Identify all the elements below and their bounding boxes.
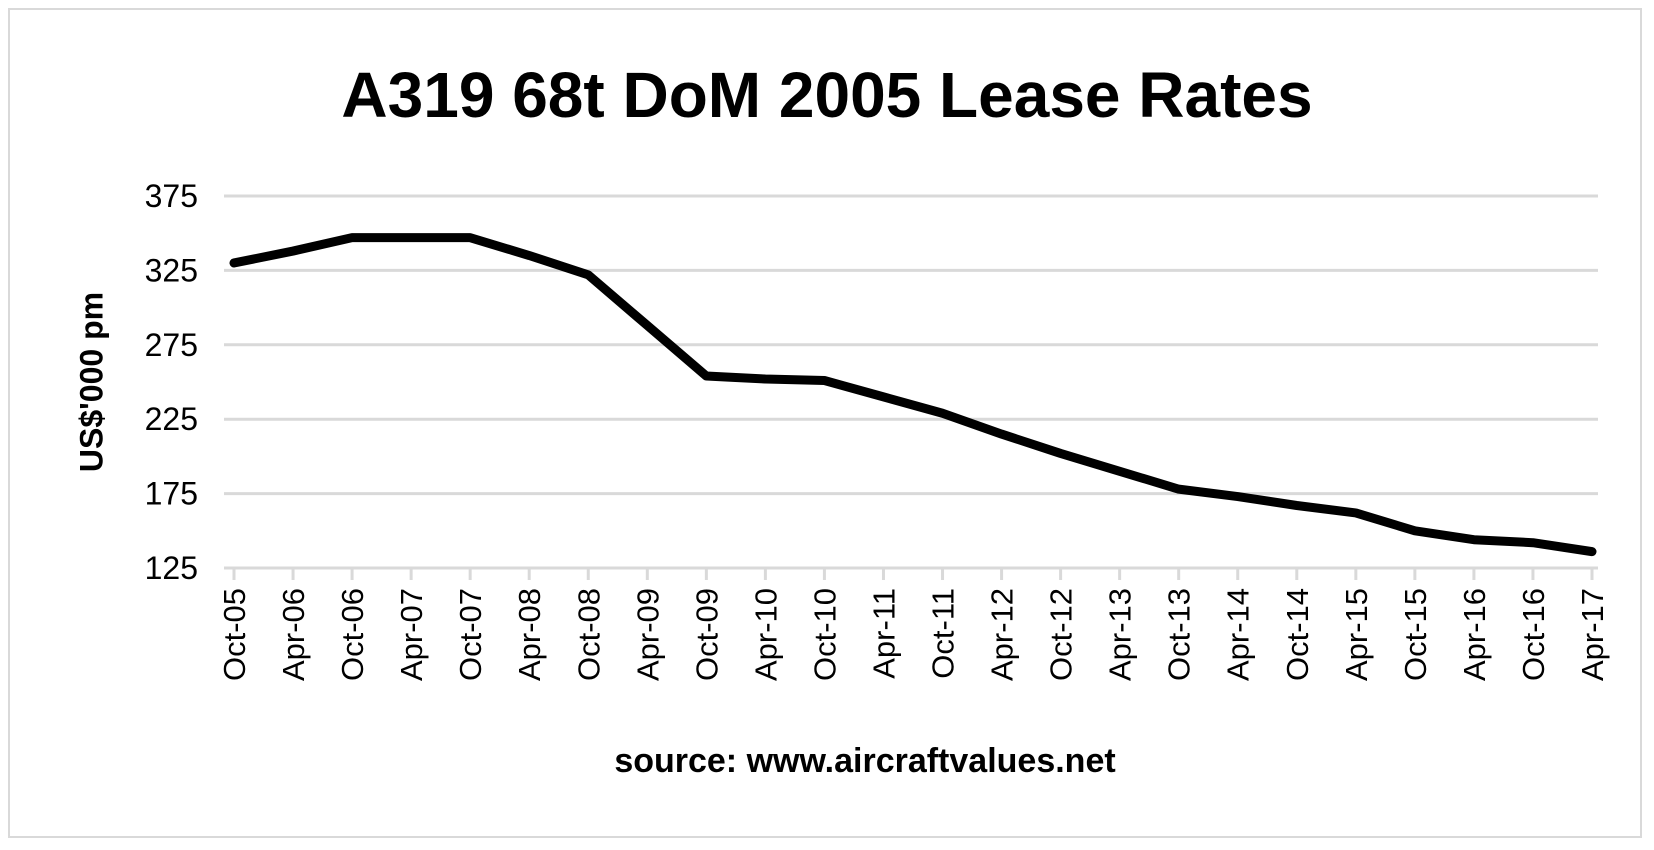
y-tick-label: 225 [145, 401, 198, 437]
x-tick-label: Oct-15 [1398, 588, 1433, 681]
series-line [229, 233, 1597, 557]
x-tick-label: Apr-13 [1103, 588, 1138, 681]
y-tick-label: 125 [145, 550, 198, 586]
y-tick-label: 175 [145, 476, 198, 512]
x-tick-label: Apr-11 [866, 588, 901, 679]
x-tick-label: Oct-06 [335, 588, 370, 681]
x-tick-label: Oct-10 [807, 588, 842, 681]
x-tick-label: Oct-12 [1044, 588, 1079, 681]
x-tick-label: Apr-16 [1457, 588, 1492, 681]
x-tick-label: Apr-15 [1339, 588, 1374, 681]
x-tick-label: Oct-16 [1516, 588, 1551, 681]
x-tick-label: Oct-07 [453, 588, 488, 681]
x-tick-label: Apr-08 [512, 588, 547, 681]
x-tick-label: Apr-09 [630, 588, 665, 681]
x-tick-label: Oct-08 [571, 588, 606, 681]
y-tick-label: 325 [145, 252, 198, 288]
chart-title: A319 68t DoM 2005 Lease Rates [341, 59, 1313, 131]
x-tick-label: Apr-17 [1575, 588, 1610, 681]
x-tick-label: Apr-10 [748, 588, 783, 681]
x-axis-label-source: source: www.aircraftvalues.net [614, 742, 1116, 780]
x-tick-label: Apr-06 [276, 588, 311, 681]
x-tick-label: Apr-12 [985, 588, 1020, 681]
x-tick-label: Oct-13 [1162, 588, 1197, 681]
x-tick-label: Oct-14 [1280, 588, 1315, 681]
x-tick-label: Oct-05 [217, 588, 252, 681]
y-tick-label: 375 [145, 178, 198, 214]
x-tick-label: Oct-09 [689, 588, 724, 681]
chart-frame [8, 8, 1642, 838]
x-tick-label: Apr-14 [1221, 588, 1256, 681]
y-tick-label: 275 [145, 327, 198, 363]
x-tick-label: Apr-07 [394, 588, 429, 681]
x-tick-label: Oct-11 [926, 588, 961, 679]
